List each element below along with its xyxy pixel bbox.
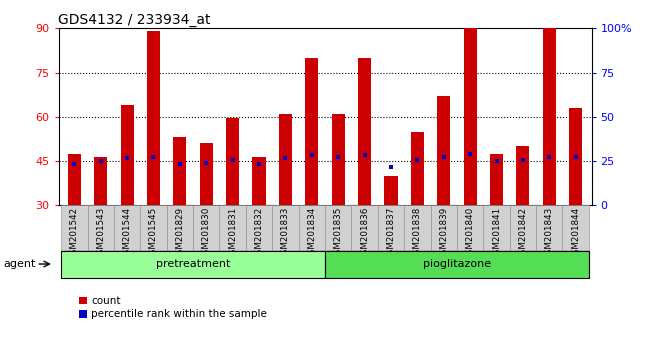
Bar — [306, 58, 318, 205]
Bar — [193, 205, 220, 250]
Bar — [114, 205, 140, 250]
Bar — [484, 205, 510, 250]
Bar — [147, 31, 160, 205]
Text: GSM201836: GSM201836 — [360, 207, 369, 260]
Text: GSM201544: GSM201544 — [123, 207, 131, 260]
Bar — [200, 143, 213, 205]
Bar — [352, 205, 378, 250]
Text: pioglitazone: pioglitazone — [423, 259, 491, 269]
Text: agent: agent — [3, 259, 35, 269]
Bar — [430, 205, 457, 250]
Bar — [252, 156, 266, 205]
Bar — [358, 58, 371, 205]
Bar — [516, 146, 530, 205]
Bar — [543, 28, 556, 205]
Text: GDS4132 / 233934_at: GDS4132 / 233934_at — [58, 13, 211, 27]
Text: GSM201840: GSM201840 — [465, 207, 474, 260]
Text: GSM201844: GSM201844 — [571, 207, 580, 260]
Bar — [174, 137, 187, 205]
Bar — [411, 132, 424, 205]
Bar — [562, 205, 589, 250]
Text: pretreatment: pretreatment — [156, 259, 230, 269]
Bar — [140, 205, 166, 250]
Bar — [463, 28, 476, 205]
Bar — [94, 156, 107, 205]
Bar — [226, 118, 239, 205]
Bar — [384, 176, 398, 205]
Bar — [325, 205, 352, 250]
Bar — [166, 205, 193, 250]
Bar — [61, 251, 325, 278]
Bar — [437, 96, 450, 205]
Legend: count, percentile rank within the sample: count, percentile rank within the sample — [74, 292, 271, 324]
Bar — [490, 154, 503, 205]
Text: GSM201843: GSM201843 — [545, 207, 554, 260]
Text: GSM201834: GSM201834 — [307, 207, 317, 260]
Text: GSM201829: GSM201829 — [176, 207, 185, 260]
Bar — [457, 205, 484, 250]
Text: GSM201837: GSM201837 — [387, 207, 395, 260]
Bar — [61, 205, 88, 250]
Text: GSM201841: GSM201841 — [492, 207, 501, 260]
Bar — [569, 108, 582, 205]
Bar — [378, 205, 404, 250]
Bar — [68, 154, 81, 205]
Bar — [279, 114, 292, 205]
Text: GSM201831: GSM201831 — [228, 207, 237, 260]
Bar — [298, 205, 325, 250]
Text: GSM201542: GSM201542 — [70, 207, 79, 260]
Text: GSM201832: GSM201832 — [255, 207, 263, 260]
Bar — [220, 205, 246, 250]
Bar — [246, 205, 272, 250]
Text: GSM201545: GSM201545 — [149, 207, 158, 260]
Bar — [536, 205, 562, 250]
Text: GSM201842: GSM201842 — [519, 207, 527, 260]
Bar — [325, 251, 589, 278]
Text: GSM201543: GSM201543 — [96, 207, 105, 260]
Text: GSM201835: GSM201835 — [333, 207, 343, 260]
Bar — [120, 105, 134, 205]
Bar — [88, 205, 114, 250]
Bar — [272, 205, 298, 250]
Bar — [510, 205, 536, 250]
Text: GSM201833: GSM201833 — [281, 207, 290, 260]
Text: GSM201830: GSM201830 — [202, 207, 211, 260]
Bar — [404, 205, 430, 250]
Text: GSM201839: GSM201839 — [439, 207, 448, 260]
Text: GSM201838: GSM201838 — [413, 207, 422, 260]
Bar — [332, 114, 344, 205]
